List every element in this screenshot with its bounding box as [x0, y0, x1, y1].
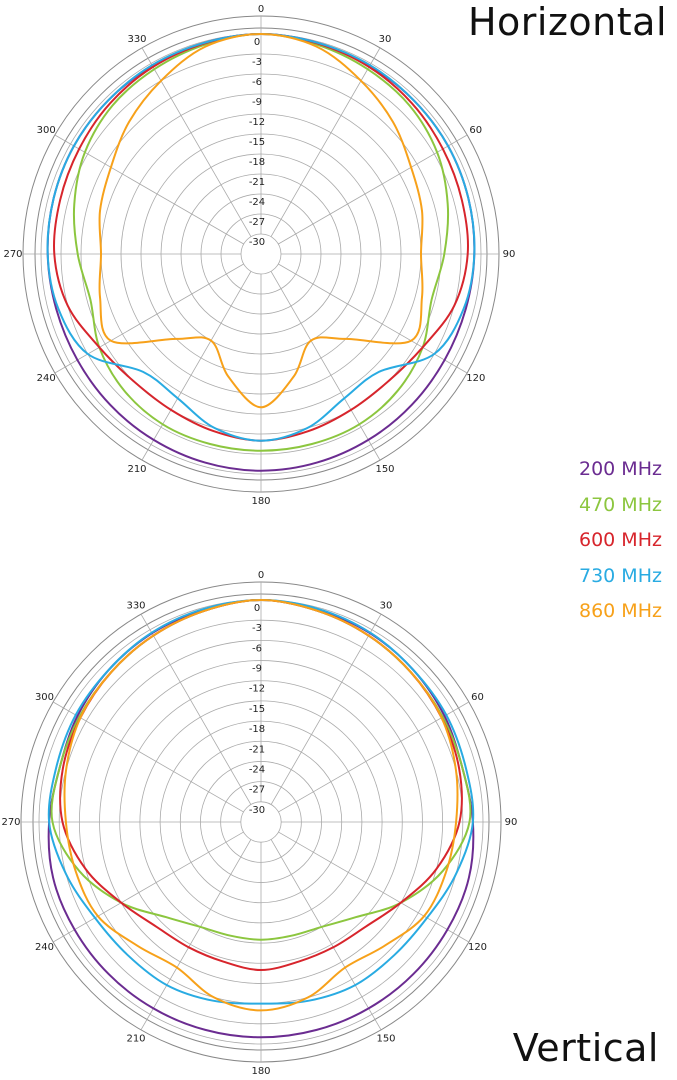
grid-spoke: [270, 839, 382, 1031]
radial-tick-label: -15: [249, 137, 265, 148]
angle-tick-label: 330: [126, 600, 145, 611]
grid-spokes: [23, 16, 499, 492]
radial-tick-label: -27: [249, 217, 265, 228]
grid-spoke: [278, 701, 470, 813]
legend-item-470mhz: 470 MHz: [579, 493, 662, 516]
angle-labels: 0 30 60 90 120 150 180 210 240 270 300 330: [1, 570, 517, 1077]
angle-tick-label: 330: [127, 34, 146, 45]
polar-chart-horizontal: 0 30 60 90 120 150 180 210 240 270 300 330 0 -3 -6 -9 -1…: [3, 4, 515, 507]
series-curves: [47, 599, 475, 1039]
angle-tick-label: 60: [471, 692, 484, 703]
grid-spoke: [270, 613, 382, 805]
angle-tick-label: 270: [1, 817, 20, 828]
angle-tick-label: 150: [376, 1034, 395, 1045]
angle-tick-label: 180: [251, 496, 270, 507]
radial-tick-label: -27: [249, 785, 265, 796]
radial-tick-label: -6: [252, 643, 262, 654]
angle-tick-label: 240: [35, 942, 54, 953]
grid-spokes: [21, 582, 501, 1062]
series-line-200mhz: [47, 599, 475, 1039]
radial-tick-label: -18: [249, 724, 265, 735]
series-line-860mhz: [63, 599, 459, 1012]
angle-tick-label: 270: [3, 249, 22, 260]
angle-tick-label: 120: [468, 942, 487, 953]
legend-item-860mhz: 860 MHz: [579, 600, 662, 622]
chart-title-horizontal: Horizontal: [467, 0, 667, 44]
radial-tick-label: -18: [249, 157, 265, 168]
radial-tick-label: -3: [252, 623, 262, 634]
radial-tick-label: -30: [249, 805, 265, 816]
angle-tick-label: 150: [375, 464, 394, 475]
series-line-730mhz: [47, 599, 475, 1005]
radial-tick-label: -9: [252, 664, 262, 675]
angle-labels: 0 30 60 90 120 150 180 210 240 270 300 330: [3, 4, 515, 507]
angle-tick-label: 30: [379, 34, 392, 45]
radial-tick-label: -21: [249, 177, 265, 188]
grid-spoke: [140, 613, 252, 805]
grid-spoke: [270, 47, 381, 237]
grid-spoke: [278, 263, 468, 374]
grid-spoke: [141, 271, 252, 461]
angle-tick-label: 60: [469, 125, 482, 136]
radial-tick-label: -30: [249, 237, 265, 248]
series-line-470mhz: [72, 33, 450, 452]
angle-tick-label: 120: [466, 373, 485, 384]
grid-spoke: [270, 271, 381, 461]
radial-tick-label: -15: [249, 704, 265, 715]
grid-spoke: [140, 839, 252, 1031]
series-line-470mhz: [50, 599, 472, 941]
grid-spoke: [54, 263, 244, 374]
angle-tick-label: 300: [35, 692, 54, 703]
radial-tick-label: -24: [249, 197, 265, 208]
legend-item-730mhz: 730 MHz: [579, 564, 662, 587]
radial-tick-label: -3: [252, 57, 262, 68]
grid-spoke: [52, 701, 244, 813]
angle-tick-label: 0: [258, 4, 264, 15]
grid-spoke: [52, 831, 244, 943]
series-curves: [46, 33, 476, 472]
angle-tick-label: 210: [126, 1034, 145, 1045]
polar-chart-vertical: 0 30 60 90 120 150 180 210 240 270 300 330 0 -3 -6 -9 -1…: [1, 570, 517, 1077]
series-line-730mhz: [46, 33, 476, 442]
angle-tick-label: 0: [258, 570, 264, 581]
grid-spoke: [54, 134, 244, 245]
radial-tick-label: -21: [249, 744, 265, 755]
radial-tick-label: -12: [249, 684, 265, 695]
radial-tick-label: -12: [249, 117, 265, 128]
radial-labels: 0 -3 -6 -9 -12 -15 -18 -21 -24 -27 -30: [249, 603, 265, 816]
grid-spoke: [141, 47, 252, 237]
radial-tick-label: -24: [249, 764, 265, 775]
angle-tick-label: 90: [505, 817, 518, 828]
legend-item-600mhz: 600 MHz: [579, 529, 662, 551]
angle-tick-label: 240: [37, 373, 56, 384]
chart-title-vertical: Vertical: [512, 1026, 659, 1070]
grid-spoke: [278, 831, 470, 943]
radial-tick-label: 0: [254, 603, 260, 614]
radial-tick-label: -6: [252, 77, 262, 88]
angle-tick-label: 210: [127, 464, 146, 475]
angle-tick-label: 30: [380, 600, 393, 611]
angle-tick-label: 180: [251, 1066, 270, 1077]
angle-tick-label: 300: [37, 125, 56, 136]
series-line-860mhz: [98, 33, 424, 409]
angle-tick-label: 90: [503, 249, 516, 260]
radial-tick-label: 0: [254, 37, 260, 48]
radial-labels: 0 -3 -6 -9 -12 -15 -18 -21 -24 -27 -30: [249, 37, 265, 248]
legend-item-200mhz: 200 MHz: [579, 458, 662, 480]
radial-tick-label: -9: [252, 97, 262, 108]
legend: 200 MHz 470 MHz 600 MHz 730 MHz 860 MHz: [579, 452, 662, 630]
grid-spoke: [278, 134, 468, 245]
